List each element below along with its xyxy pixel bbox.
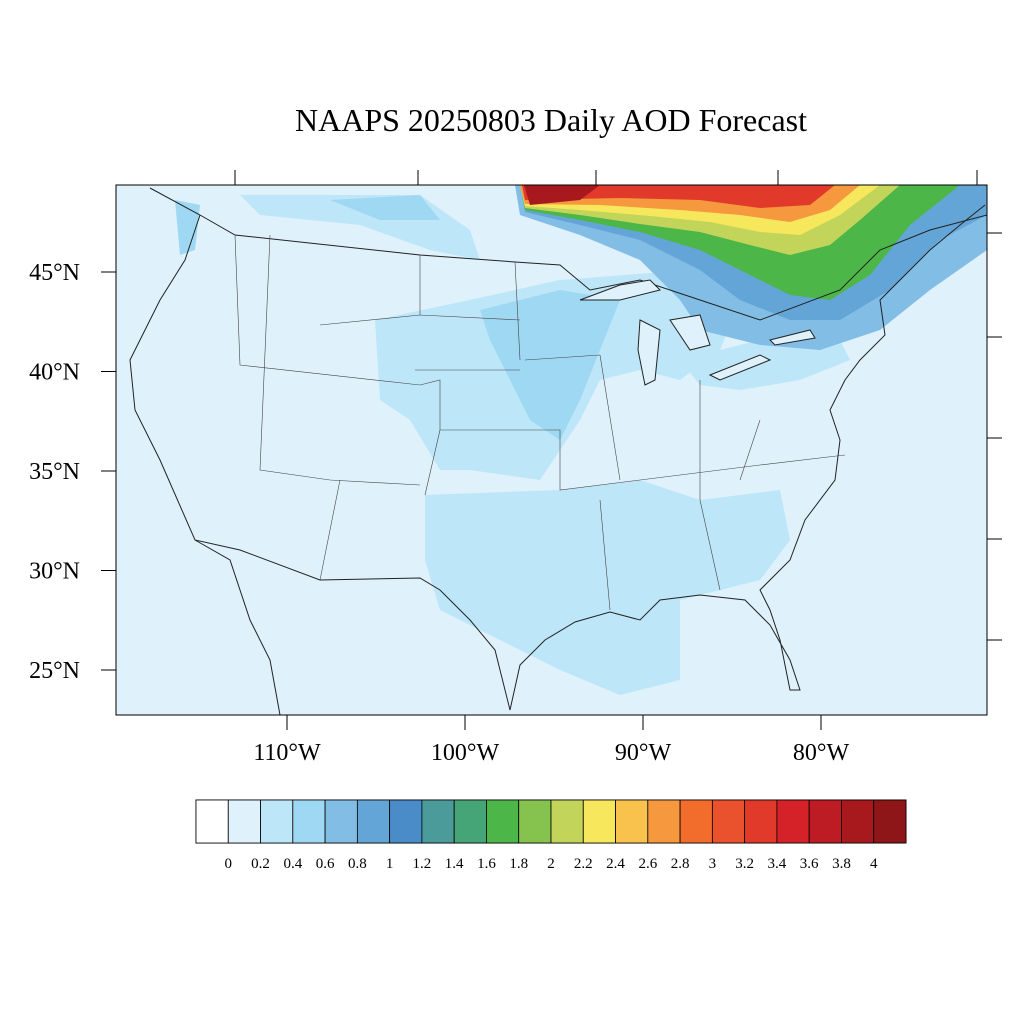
colorbar-label: 0.2: [251, 856, 270, 872]
colorbar-box: [615, 799, 649, 844]
colorbar-box: [518, 799, 552, 844]
aod-patch: [425, 480, 790, 695]
lat-tick-label: 25°N: [29, 658, 80, 684]
great-lakes: [579, 279, 816, 386]
lon-tick-label: 110°W: [253, 740, 321, 766]
colorbar-label: 1.6: [477, 856, 496, 872]
colorbar-label: 3.6: [800, 856, 819, 872]
axes: 45°N 40°N 35°N 30°N 25°N 110°W 100°W 90°W 80°W: [29, 260, 849, 766]
aod-patch: [175, 200, 200, 255]
colorbar-box: [679, 799, 713, 844]
colorbar-box: [550, 799, 584, 844]
colorbar-label: 0.8: [348, 856, 367, 872]
colorbar-label: 0: [225, 856, 233, 872]
colorbar-label: 3.8: [832, 856, 851, 872]
aod-plume: [524, 185, 600, 205]
title: NAAPS 20250803 Daily AOD Forecast: [295, 102, 807, 138]
map-field: [116, 185, 987, 715]
map-frame: [115, 184, 988, 716]
colorbar-box: [292, 799, 326, 844]
colorbar-box: [324, 799, 358, 844]
colorbar-box: [873, 799, 907, 844]
aod-plume: [522, 185, 835, 208]
colorbar-box: [260, 799, 294, 844]
colorbar-box: [389, 799, 423, 844]
lat-tick-label: 30°N: [29, 559, 80, 585]
colorbar-box: [486, 799, 520, 844]
colorbar-label: 2.6: [638, 856, 657, 872]
colorbar-box: [841, 799, 875, 844]
colorbar-box: [227, 799, 261, 844]
colorbar-box: [356, 799, 391, 844]
colorbar-box: [647, 799, 681, 844]
colorbar-label: 4: [870, 856, 878, 872]
state-lines: [234, 234, 846, 611]
lat-tick-label: 40°N: [29, 360, 80, 386]
lat-tick-label: 35°N: [29, 459, 80, 485]
colorbar-label: 2: [547, 856, 555, 872]
frame-ticks: [234, 170, 1002, 641]
colorbar-box: [195, 799, 229, 844]
colorbar-box: [776, 799, 810, 844]
colorbar-box: [421, 799, 455, 844]
aod-patch: [330, 195, 440, 220]
lon-tick-label: 90°W: [615, 740, 672, 766]
colorbar-box: [582, 799, 616, 844]
colorbar-label: 2.8: [671, 856, 690, 872]
colorbar-box: [744, 799, 778, 844]
aod-patch: [480, 290, 620, 440]
colorbar: 0 0.2 0.4 0.6 0.8 1 1.2 1.4 1.6 1.8 2 2.2 2.4 2.6 2.8 3…: [195, 799, 907, 872]
coastline: [194, 539, 281, 715]
border: [149, 187, 987, 321]
colorbar-label: 3.2: [735, 856, 754, 872]
colorbar-box: [711, 799, 746, 844]
colorbar-label: 3: [709, 856, 717, 872]
colorbar-label: 1.4: [445, 856, 464, 872]
colorbar-label: 0.6: [316, 856, 335, 872]
lat-tick-label: 45°N: [29, 260, 80, 286]
colorbar-label: 3.4: [768, 856, 787, 872]
colorbar-label: 2.2: [574, 856, 593, 872]
colorbar-label: 1.2: [413, 856, 432, 872]
colorbar-box: [808, 799, 842, 844]
coastline: [129, 204, 986, 711]
colorbar-label: 1: [386, 856, 394, 872]
colorbar-label: 0.4: [283, 856, 302, 872]
colorbar-label: 2.4: [606, 856, 625, 872]
lon-tick-label: 100°W: [431, 740, 500, 766]
colorbar-label: 1.8: [509, 856, 528, 872]
lon-tick-label: 80°W: [793, 740, 850, 766]
colorbar-box: [453, 799, 487, 844]
